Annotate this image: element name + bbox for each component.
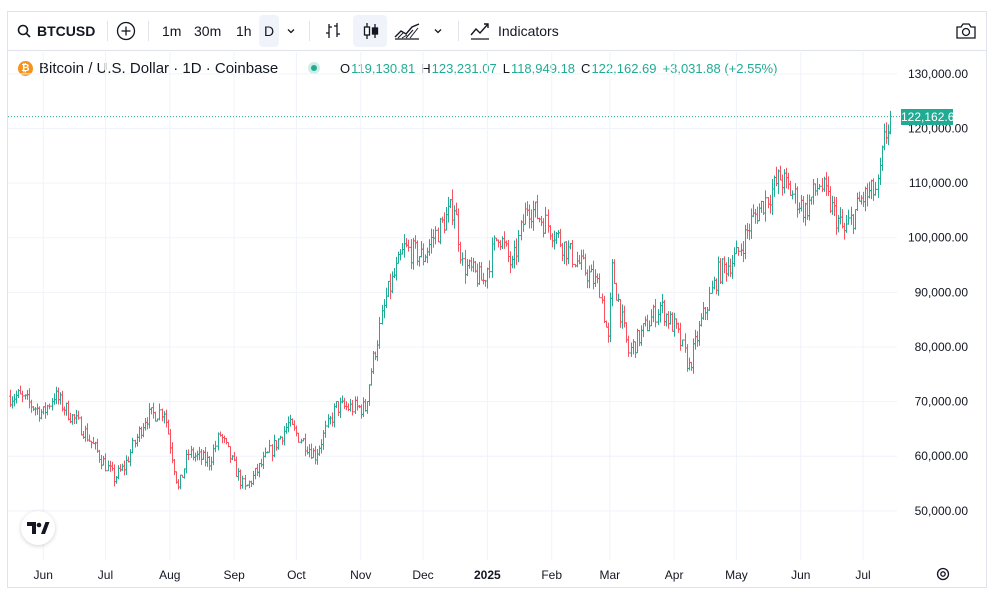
interval-1m[interactable]: 1m	[162, 23, 182, 39]
bars-style-button[interactable]	[324, 11, 342, 51]
indicators-label: Indicators	[498, 23, 559, 39]
chart-type-dropdown[interactable]	[433, 11, 443, 51]
tradingview-logo[interactable]	[21, 511, 55, 545]
last-price-label: 122,162.69	[901, 108, 962, 125]
tradingview-logo-icon	[27, 522, 50, 534]
symbol-search-button[interactable]: BTCUSD	[17, 11, 95, 51]
interval-30m[interactable]: 30m	[194, 23, 222, 39]
low-value: 118,949.18	[510, 60, 576, 76]
indicators-icon	[470, 23, 489, 40]
open-key: O	[340, 60, 351, 76]
snapshot-button[interactable]	[955, 11, 977, 51]
toolbar-divider	[309, 21, 310, 41]
candles-style-button[interactable]	[362, 11, 380, 51]
ohlc-bars-icon	[326, 23, 340, 38]
camera-icon	[956, 23, 976, 39]
chart-frame	[7, 11, 987, 588]
ohlc-values: O 119,130.81 H 123,231.07 L 118,949.18 C 122…	[340, 58, 783, 78]
chevron-down-icon	[434, 29, 442, 34]
indicators-button[interactable]: Indicators	[469, 11, 559, 51]
close-key: C	[581, 60, 591, 76]
plus-circle-icon	[116, 21, 136, 41]
interval-d[interactable]: D	[264, 23, 275, 39]
toolbar: BTCUSD 1m 30m 1h D	[7, 11, 987, 51]
toolbar-divider	[148, 21, 149, 41]
high-value: 123,231.07	[431, 60, 497, 76]
compare-add-button[interactable]	[116, 11, 136, 51]
interval-1h[interactable]: 1h	[236, 23, 252, 39]
candlestick-icon	[363, 23, 379, 39]
open-value: 119,130.81	[351, 60, 416, 76]
symbol-name: BTCUSD	[37, 23, 96, 39]
bitcoin-logo-icon: ₿	[18, 60, 33, 76]
interval-dropdown[interactable]	[286, 11, 296, 51]
area-style-button[interactable]	[394, 11, 420, 51]
close-value: 122,162.69	[591, 60, 657, 76]
toolbar-divider	[458, 21, 459, 41]
search-icon	[17, 24, 31, 38]
market-status-icon[interactable]	[308, 62, 320, 74]
symbol-description[interactable]: Bitcoin / U.S. Dollar · 1D · Coinbase	[39, 59, 279, 77]
area-chart-icon	[394, 23, 420, 40]
high-key: H	[421, 60, 431, 76]
chevron-down-icon	[287, 29, 295, 34]
gear-icon	[936, 567, 950, 581]
chart-legend: ₿ Bitcoin / U.S. Dollar · 1D · Coinbase	[18, 58, 278, 78]
interval-active-highlight	[259, 15, 279, 47]
low-key: L	[502, 60, 510, 76]
toolbar-divider	[107, 21, 108, 41]
settings-button[interactable]	[935, 566, 951, 587]
change-value: +3,031.88 (+2.55%)	[662, 60, 778, 76]
